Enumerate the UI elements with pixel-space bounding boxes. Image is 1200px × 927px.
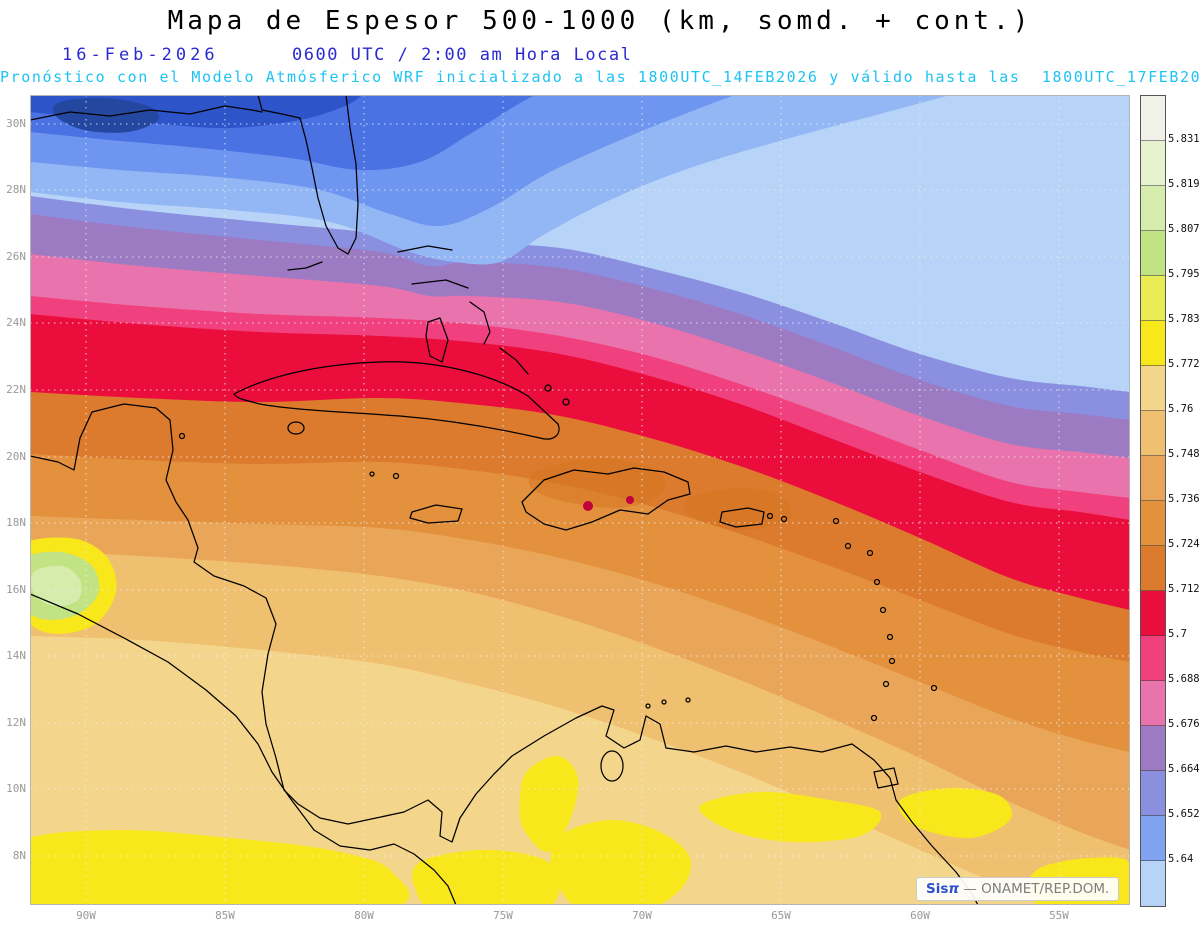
patch-yellow-east [898, 787, 1012, 839]
patch-yellow-streak [519, 755, 579, 853]
colorbar-segment-4 [1141, 231, 1165, 276]
colorbar-label-5.819: 5.819 [1168, 178, 1200, 190]
colorbar-label-5.652: 5.652 [1168, 808, 1200, 820]
lat-tick-30N: 30N [6, 117, 26, 130]
colorbar-segment-10 [1141, 501, 1165, 546]
lon-tick-55W: 55W [1049, 909, 1069, 922]
hispaniola-coastline [521, 467, 691, 531]
florida-keys-coastline [287, 261, 323, 271]
page-title: Mapa de Espesor 500-1000 (km, somd. + co… [167, 6, 1033, 36]
lesser-antilles-coastline [766, 512, 938, 722]
lat-tick-14N: 14N [6, 649, 26, 662]
sispi-brand: Sis [926, 881, 949, 897]
lon-tick-80W: 80W [354, 909, 374, 922]
puerto-rico-coastline [719, 507, 765, 528]
cayman-west-coastline [369, 471, 375, 477]
colorbar-segment-15 [1141, 726, 1165, 771]
thickness-shading-layer [30, 95, 1130, 905]
colorbar-label-5.795: 5.795 [1168, 268, 1200, 280]
watermark-credit: — ONAMET/REP.DOM. [959, 881, 1110, 897]
colorbar-segment-17 [1141, 816, 1165, 861]
valid-date: 16-Feb-2026 [62, 45, 219, 65]
bahamas-coastline [397, 245, 529, 375]
abc-islands-coastline [645, 697, 691, 709]
colorbar-label-5.831: 5.831 [1168, 133, 1200, 145]
lon-tick-70W: 70W [632, 909, 652, 922]
trinidad-coastline [873, 767, 899, 789]
lake-maracaibo-coastline [600, 750, 624, 782]
colorbar-label-5.783: 5.783 [1168, 313, 1200, 325]
patch-dark-orange-1 [528, 458, 666, 509]
lon-tick-60W: 60W [910, 909, 930, 922]
patch-red-speck-2 [626, 496, 634, 504]
patch-red-speck-1 [583, 501, 593, 511]
colorbar [1140, 95, 1166, 907]
isla-juventud-coastline [287, 421, 305, 435]
colorbar-label-5.712: 5.712 [1168, 583, 1200, 595]
colorbar-label-5.748: 5.748 [1168, 448, 1200, 460]
colorbar-segment-6 [1141, 321, 1165, 366]
patch-yellow-venezuela [699, 791, 882, 843]
patch-green-west-core [30, 565, 82, 607]
colorbar-label-5.688: 5.688 [1168, 673, 1200, 685]
cuba-coastline [233, 361, 560, 440]
cozumel-coastline [178, 432, 186, 440]
cayman-coastline [392, 472, 400, 480]
colorbar-label-5.736: 5.736 [1168, 493, 1200, 505]
valid-time: 0600 UTC / 2:00 am Hora Local [292, 45, 633, 65]
patch-yellow-south-1 [412, 849, 560, 905]
patch-yellow-southwest [30, 829, 410, 905]
lat-tick-16N: 16N [6, 583, 26, 596]
central-america-pacific-coastline [30, 593, 457, 905]
colorbar-segment-5 [1141, 276, 1165, 321]
colorbar-segment-1 [1141, 96, 1165, 141]
colorbar-segment-8 [1141, 411, 1165, 456]
coastline-layer [30, 95, 979, 905]
colorbar-segment-16 [1141, 771, 1165, 816]
colorbar-segment-9 [1141, 456, 1165, 501]
colorbar-label-5.676: 5.676 [1168, 718, 1200, 730]
central-america-caribbean-coastline [30, 403, 979, 905]
colorbar-label-5.664: 5.664 [1168, 763, 1200, 775]
lat-tick-22N: 22N [6, 383, 26, 396]
lon-tick-65W: 65W [771, 909, 791, 922]
colorbar-segment-13 [1141, 636, 1165, 681]
lat-tick-10N: 10N [6, 782, 26, 795]
lat-tick-24N: 24N [6, 316, 26, 329]
colorbar-segment-11 [1141, 546, 1165, 591]
lon-tick-85W: 85W [215, 909, 235, 922]
lat-tick-8N: 8N [12, 849, 26, 862]
colorbar-label-5.64: 5.64 [1168, 853, 1194, 865]
florida-coastline [257, 95, 359, 255]
lat-tick-28N: 28N [6, 183, 26, 196]
colorbar-segment-2 [1141, 141, 1165, 186]
lon-tick-90W: 90W [76, 909, 96, 922]
turks-island-coastline [562, 398, 570, 406]
colorbar-label-5.724: 5.724 [1168, 538, 1200, 550]
colorbar-segment-12 [1141, 591, 1165, 636]
colorbar-label-5.76: 5.76 [1168, 403, 1194, 415]
colorbar-segment-18 [1141, 861, 1165, 906]
lon-tick-75W: 75W [493, 909, 513, 922]
colorbar-label-5.7: 5.7 [1168, 628, 1187, 640]
patch-yellow-south-2 [550, 819, 691, 905]
colorbar-segment-7 [1141, 366, 1165, 411]
gulf-coast-coastline [30, 105, 263, 121]
jamaica-coastline [409, 504, 463, 524]
pi-symbol: π [948, 881, 960, 897]
turks-caicos-coastline [544, 384, 552, 392]
colorbar-segment-3 [1141, 186, 1165, 231]
sispi-watermark: Sisπ — ONAMET/REP.DOM. [916, 877, 1120, 901]
lat-tick-12N: 12N [6, 716, 26, 729]
colorbar-label-5.807: 5.807 [1168, 223, 1200, 235]
lat-tick-26N: 26N [6, 250, 26, 263]
lat-tick-20N: 20N [6, 450, 26, 463]
colorbar-label-5.772: 5.772 [1168, 358, 1200, 370]
lat-tick-18N: 18N [6, 516, 26, 529]
colorbar-segment-14 [1141, 681, 1165, 726]
forecast-model-line: Pronóstico con el Modelo Atmósferico WRF… [0, 68, 1200, 86]
